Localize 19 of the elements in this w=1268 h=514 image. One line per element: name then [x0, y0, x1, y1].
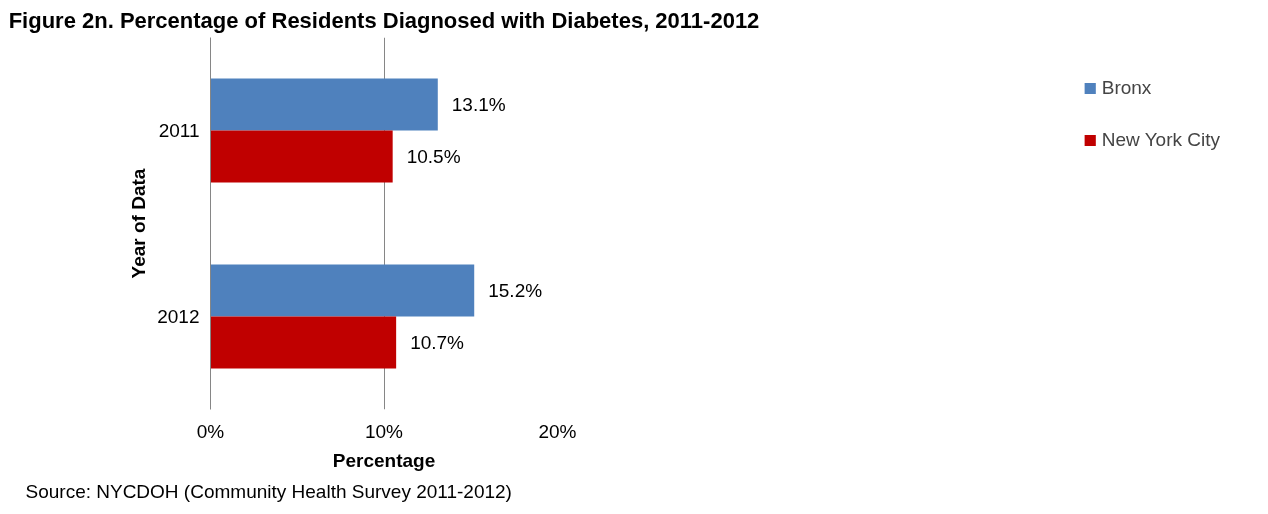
- bar: [210, 264, 475, 317]
- x-tick-label: 10%: [364, 420, 404, 442]
- y-axis-title: Year of Data: [128, 168, 150, 279]
- source-note: Source: NYCDOH (Community Health Survey 2011-2012): [25, 480, 512, 502]
- bar: [210, 316, 397, 369]
- bar: [210, 130, 393, 183]
- legend-label: New York City: [1101, 129, 1220, 151]
- data-label: 10.7%: [410, 332, 465, 354]
- legend-label: Bronx: [1101, 77, 1152, 99]
- y-tick-label: 2012: [157, 306, 200, 327]
- data-label: 10.5%: [406, 146, 461, 168]
- x-tick-label: 20%: [538, 420, 577, 442]
- data-label: 15.2%: [488, 279, 543, 301]
- y-tick-label: 2011: [158, 120, 200, 141]
- bar: [210, 78, 438, 131]
- x-axis-title: Percentage: [332, 449, 436, 471]
- x-tick-label: 0%: [196, 420, 225, 442]
- chart-title: Figure 2n. Percentage of Residents Diagnosed with Diabetes, 2011-2012: [8, 7, 760, 33]
- data-label: 13.1%: [451, 93, 506, 115]
